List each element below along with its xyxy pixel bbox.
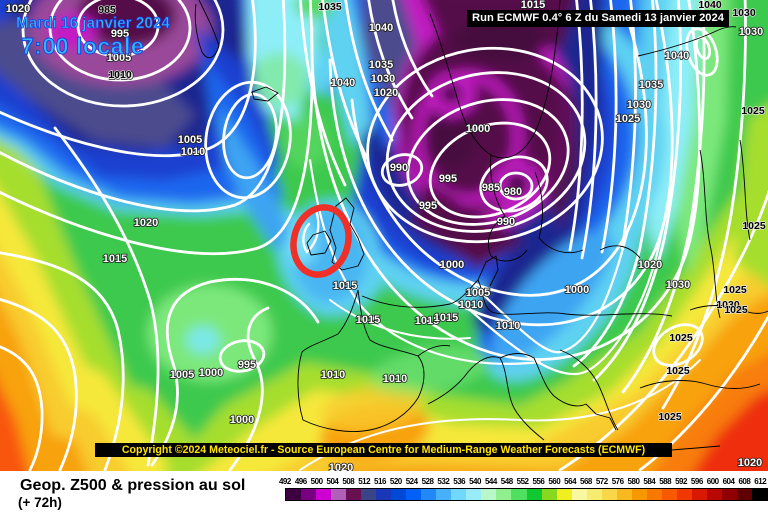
svg-text:1010: 1010 <box>321 369 345 381</box>
svg-text:1030: 1030 <box>739 26 763 38</box>
svg-text:1010: 1010 <box>459 299 483 311</box>
svg-text:1020: 1020 <box>329 462 353 474</box>
svg-text:1005: 1005 <box>178 134 202 146</box>
svg-text:1025: 1025 <box>616 113 640 125</box>
svg-text:1015: 1015 <box>434 312 458 324</box>
svg-text:995: 995 <box>439 173 457 185</box>
svg-text:1025: 1025 <box>723 284 747 296</box>
svg-text:990: 990 <box>497 216 515 228</box>
svg-text:1030: 1030 <box>371 73 395 85</box>
svg-text:1020: 1020 <box>638 259 662 271</box>
svg-text:1035: 1035 <box>318 1 342 13</box>
svg-text:1025: 1025 <box>742 220 766 232</box>
svg-text:1005: 1005 <box>170 369 194 381</box>
svg-text:1040: 1040 <box>698 0 722 11</box>
svg-text:990: 990 <box>390 162 408 174</box>
svg-text:1010: 1010 <box>108 69 132 81</box>
svg-text:1025: 1025 <box>666 365 690 377</box>
svg-text:995: 995 <box>111 28 129 40</box>
svg-text:1025: 1025 <box>669 332 693 344</box>
svg-text:1015: 1015 <box>103 253 127 265</box>
svg-text:1000: 1000 <box>440 259 464 271</box>
svg-text:1030: 1030 <box>732 7 756 19</box>
svg-text:1000: 1000 <box>565 284 589 296</box>
svg-text:1030: 1030 <box>627 99 651 111</box>
svg-text:1015: 1015 <box>521 0 545 11</box>
svg-text:1010: 1010 <box>496 320 520 332</box>
svg-text:1030: 1030 <box>716 299 740 311</box>
svg-text:1040: 1040 <box>331 77 355 89</box>
svg-text:1025: 1025 <box>741 105 765 117</box>
svg-text:995: 995 <box>419 200 437 212</box>
svg-text:1035: 1035 <box>369 59 393 71</box>
svg-text:1010: 1010 <box>383 373 407 385</box>
svg-text:1025: 1025 <box>658 411 682 423</box>
svg-text:1040: 1040 <box>369 22 393 34</box>
svg-text:1015: 1015 <box>356 314 380 326</box>
svg-text:1035: 1035 <box>639 79 663 91</box>
svg-text:980: 980 <box>504 186 522 198</box>
svg-text:1015: 1015 <box>333 280 357 292</box>
svg-text:1025: 1025 <box>724 304 748 316</box>
svg-text:1020: 1020 <box>738 457 762 469</box>
svg-text:1015: 1015 <box>415 315 439 327</box>
svg-text:995: 995 <box>238 359 256 371</box>
svg-text:985: 985 <box>98 4 116 16</box>
svg-text:1020: 1020 <box>134 217 158 229</box>
svg-text:1005: 1005 <box>466 287 490 299</box>
svg-text:1005: 1005 <box>107 52 131 64</box>
svg-text:1010: 1010 <box>181 146 205 158</box>
svg-text:1040: 1040 <box>665 50 689 62</box>
svg-text:1020: 1020 <box>6 3 30 15</box>
svg-text:1020: 1020 <box>374 87 398 99</box>
svg-text:1030: 1030 <box>666 279 690 291</box>
svg-text:1000: 1000 <box>230 414 254 426</box>
svg-text:1000: 1000 <box>466 123 490 135</box>
svg-text:1010: 1010 <box>109 70 133 82</box>
svg-text:985: 985 <box>482 182 500 194</box>
svg-text:1000: 1000 <box>199 367 223 379</box>
